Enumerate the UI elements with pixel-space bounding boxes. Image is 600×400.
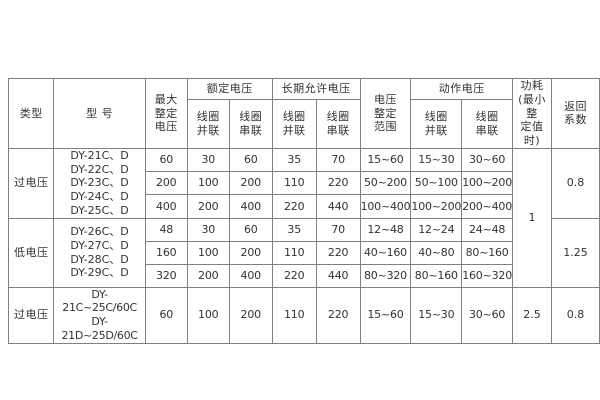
power-cell: 1: [512, 147, 553, 288]
model-cell: DY-26C、D DY-27C、D DY-28C、D DY-29C、D: [53, 217, 146, 288]
operate-parallel-cell: 40~80: [410, 240, 463, 265]
header-model: 型 号: [53, 78, 146, 149]
rated-parallel-cell: 100: [186, 240, 230, 265]
header-rated-voltage: 额定电压: [186, 77, 273, 101]
relay-spec-table: 类型 型 号 最大 整定 电压 额定电压 长期允许电压 电压 整定 范围 动作电…: [7, 77, 600, 344]
setting-range-cell: 15~60: [359, 286, 412, 344]
header-long-term-voltage: 长期允许电压: [271, 77, 361, 101]
longterm-parallel-cell: 35: [271, 217, 317, 242]
header-operate-coil-series: 线圈 串联: [461, 99, 514, 149]
setting-range-cell: 100~400: [359, 194, 412, 219]
operate-parallel-cell: 100~200: [410, 194, 463, 219]
longterm-series-cell: 220: [315, 240, 361, 265]
header-rated-coil-parallel: 线圈 并联: [186, 99, 230, 149]
header-setting-range: 电压 整定 范围: [359, 78, 412, 149]
header-row-top: 类型 型 号 最大 整定 电压 额定电压 长期允许电压 电压 整定 范围 动作电…: [7, 77, 600, 149]
max-voltage-cell: 320: [144, 263, 188, 288]
operate-series-cell: 24~48: [461, 217, 514, 242]
operate-series-cell: 80~160: [461, 240, 514, 265]
max-voltage-cell: 60: [144, 147, 188, 173]
operate-series-cell: 200~400: [461, 194, 514, 219]
operate-parallel-cell: 12~24: [410, 217, 463, 242]
return-coeff-cell: 0.8: [551, 286, 600, 344]
max-voltage-cell: 48: [144, 217, 188, 242]
setting-range-cell: 50~200: [359, 170, 412, 196]
max-voltage-cell: 60: [144, 286, 188, 344]
header-power: 功耗 (最小整 定值时): [512, 78, 553, 149]
longterm-series-cell: 70: [315, 217, 361, 242]
type-cell: 低电压: [7, 217, 55, 288]
header-operate-coil-parallel: 线圈 并联: [410, 99, 463, 149]
model-cell: DY-21C、D DY-22C、D DY-23C、D DY-24C、D DY-2…: [53, 147, 146, 219]
table-row: 低电压 DY-26C、D DY-27C、D DY-28C、D DY-29C、D …: [7, 217, 600, 288]
type-cell: 过电压: [7, 286, 55, 344]
rated-series-cell: 400: [228, 194, 273, 219]
longterm-series-cell: 440: [315, 263, 361, 288]
header-type: 类型: [7, 78, 55, 149]
rated-parallel-cell: 30: [186, 217, 230, 242]
header-operate-voltage: 动作电压: [410, 77, 514, 101]
header-return-coeff: 返回 系数: [551, 78, 600, 149]
longterm-parallel-cell: 110: [271, 286, 317, 344]
header-longterm-coil-series: 线圈 串联: [315, 99, 361, 149]
longterm-parallel-cell: 220: [271, 194, 317, 219]
operate-parallel-cell: 50~100: [410, 170, 463, 196]
max-voltage-cell: 200: [144, 170, 188, 196]
power-cell: 2.5: [512, 286, 553, 344]
operate-series-cell: 30~60: [461, 147, 514, 173]
max-voltage-cell: 400: [144, 194, 188, 219]
operate-series-cell: 160~320: [461, 263, 514, 288]
operate-parallel-cell: 80~160: [410, 263, 463, 288]
rated-series-cell: 400: [228, 263, 273, 288]
longterm-parallel-cell: 35: [271, 147, 317, 173]
table-row: 过电压 DY-21C~25C/60C DY-21D~25D/60C 60 100…: [7, 286, 600, 344]
return-coeff-cell: 0.8: [551, 147, 600, 219]
rated-parallel-cell: 200: [186, 194, 230, 219]
setting-range-cell: 12~48: [359, 217, 412, 242]
operate-parallel-cell: 15~30: [410, 147, 463, 173]
rated-parallel-cell: 100: [186, 286, 230, 344]
longterm-parallel-cell: 110: [271, 240, 317, 265]
longterm-series-cell: 220: [315, 170, 361, 196]
type-cell: 过电压: [7, 147, 55, 219]
operate-series-cell: 30~60: [461, 286, 514, 344]
setting-range-cell: 15~60: [359, 147, 412, 173]
header-row-sub: 线圈 并联 线圈 串联 线圈 并联 线圈 串联 线圈 并联 线圈 串联: [9, 99, 600, 149]
rated-series-cell: 200: [228, 240, 273, 265]
return-coeff-cell: 1.25: [551, 217, 600, 288]
table-row: 400 200 400 220 440 100~400 100~200 200~…: [9, 194, 600, 219]
table-row: 160 100 200 110 220 40~160 40~80 80~160: [9, 240, 600, 265]
rated-parallel-cell: 30: [186, 147, 230, 173]
operate-series-cell: 100~200: [461, 170, 514, 196]
header-longterm-coil-parallel: 线圈 并联: [271, 99, 317, 149]
setting-range-cell: 80~320: [359, 263, 412, 288]
rated-series-cell: 60: [228, 147, 273, 173]
max-voltage-cell: 160: [144, 240, 188, 265]
longterm-series-cell: 440: [315, 194, 361, 219]
rated-parallel-cell: 100: [186, 170, 230, 196]
longterm-parallel-cell: 220: [271, 263, 317, 288]
operate-parallel-cell: 15~30: [410, 286, 463, 344]
rated-series-cell: 200: [228, 286, 273, 344]
longterm-parallel-cell: 110: [271, 170, 317, 196]
model-cell: DY-21C~25C/60C DY-21D~25D/60C: [53, 286, 146, 344]
table-row: 过电压 DY-21C、D DY-22C、D DY-23C、D DY-24C、D …: [7, 147, 600, 288]
rated-parallel-cell: 200: [186, 263, 230, 288]
rated-series-cell: 200: [228, 170, 273, 196]
longterm-series-cell: 70: [315, 147, 361, 173]
header-rated-coil-series: 线圈 串联: [228, 99, 273, 149]
header-max-setting-voltage: 最大 整定 电压: [144, 78, 188, 149]
setting-range-cell: 40~160: [359, 240, 412, 265]
rated-series-cell: 60: [228, 217, 273, 242]
longterm-series-cell: 220: [315, 286, 361, 344]
